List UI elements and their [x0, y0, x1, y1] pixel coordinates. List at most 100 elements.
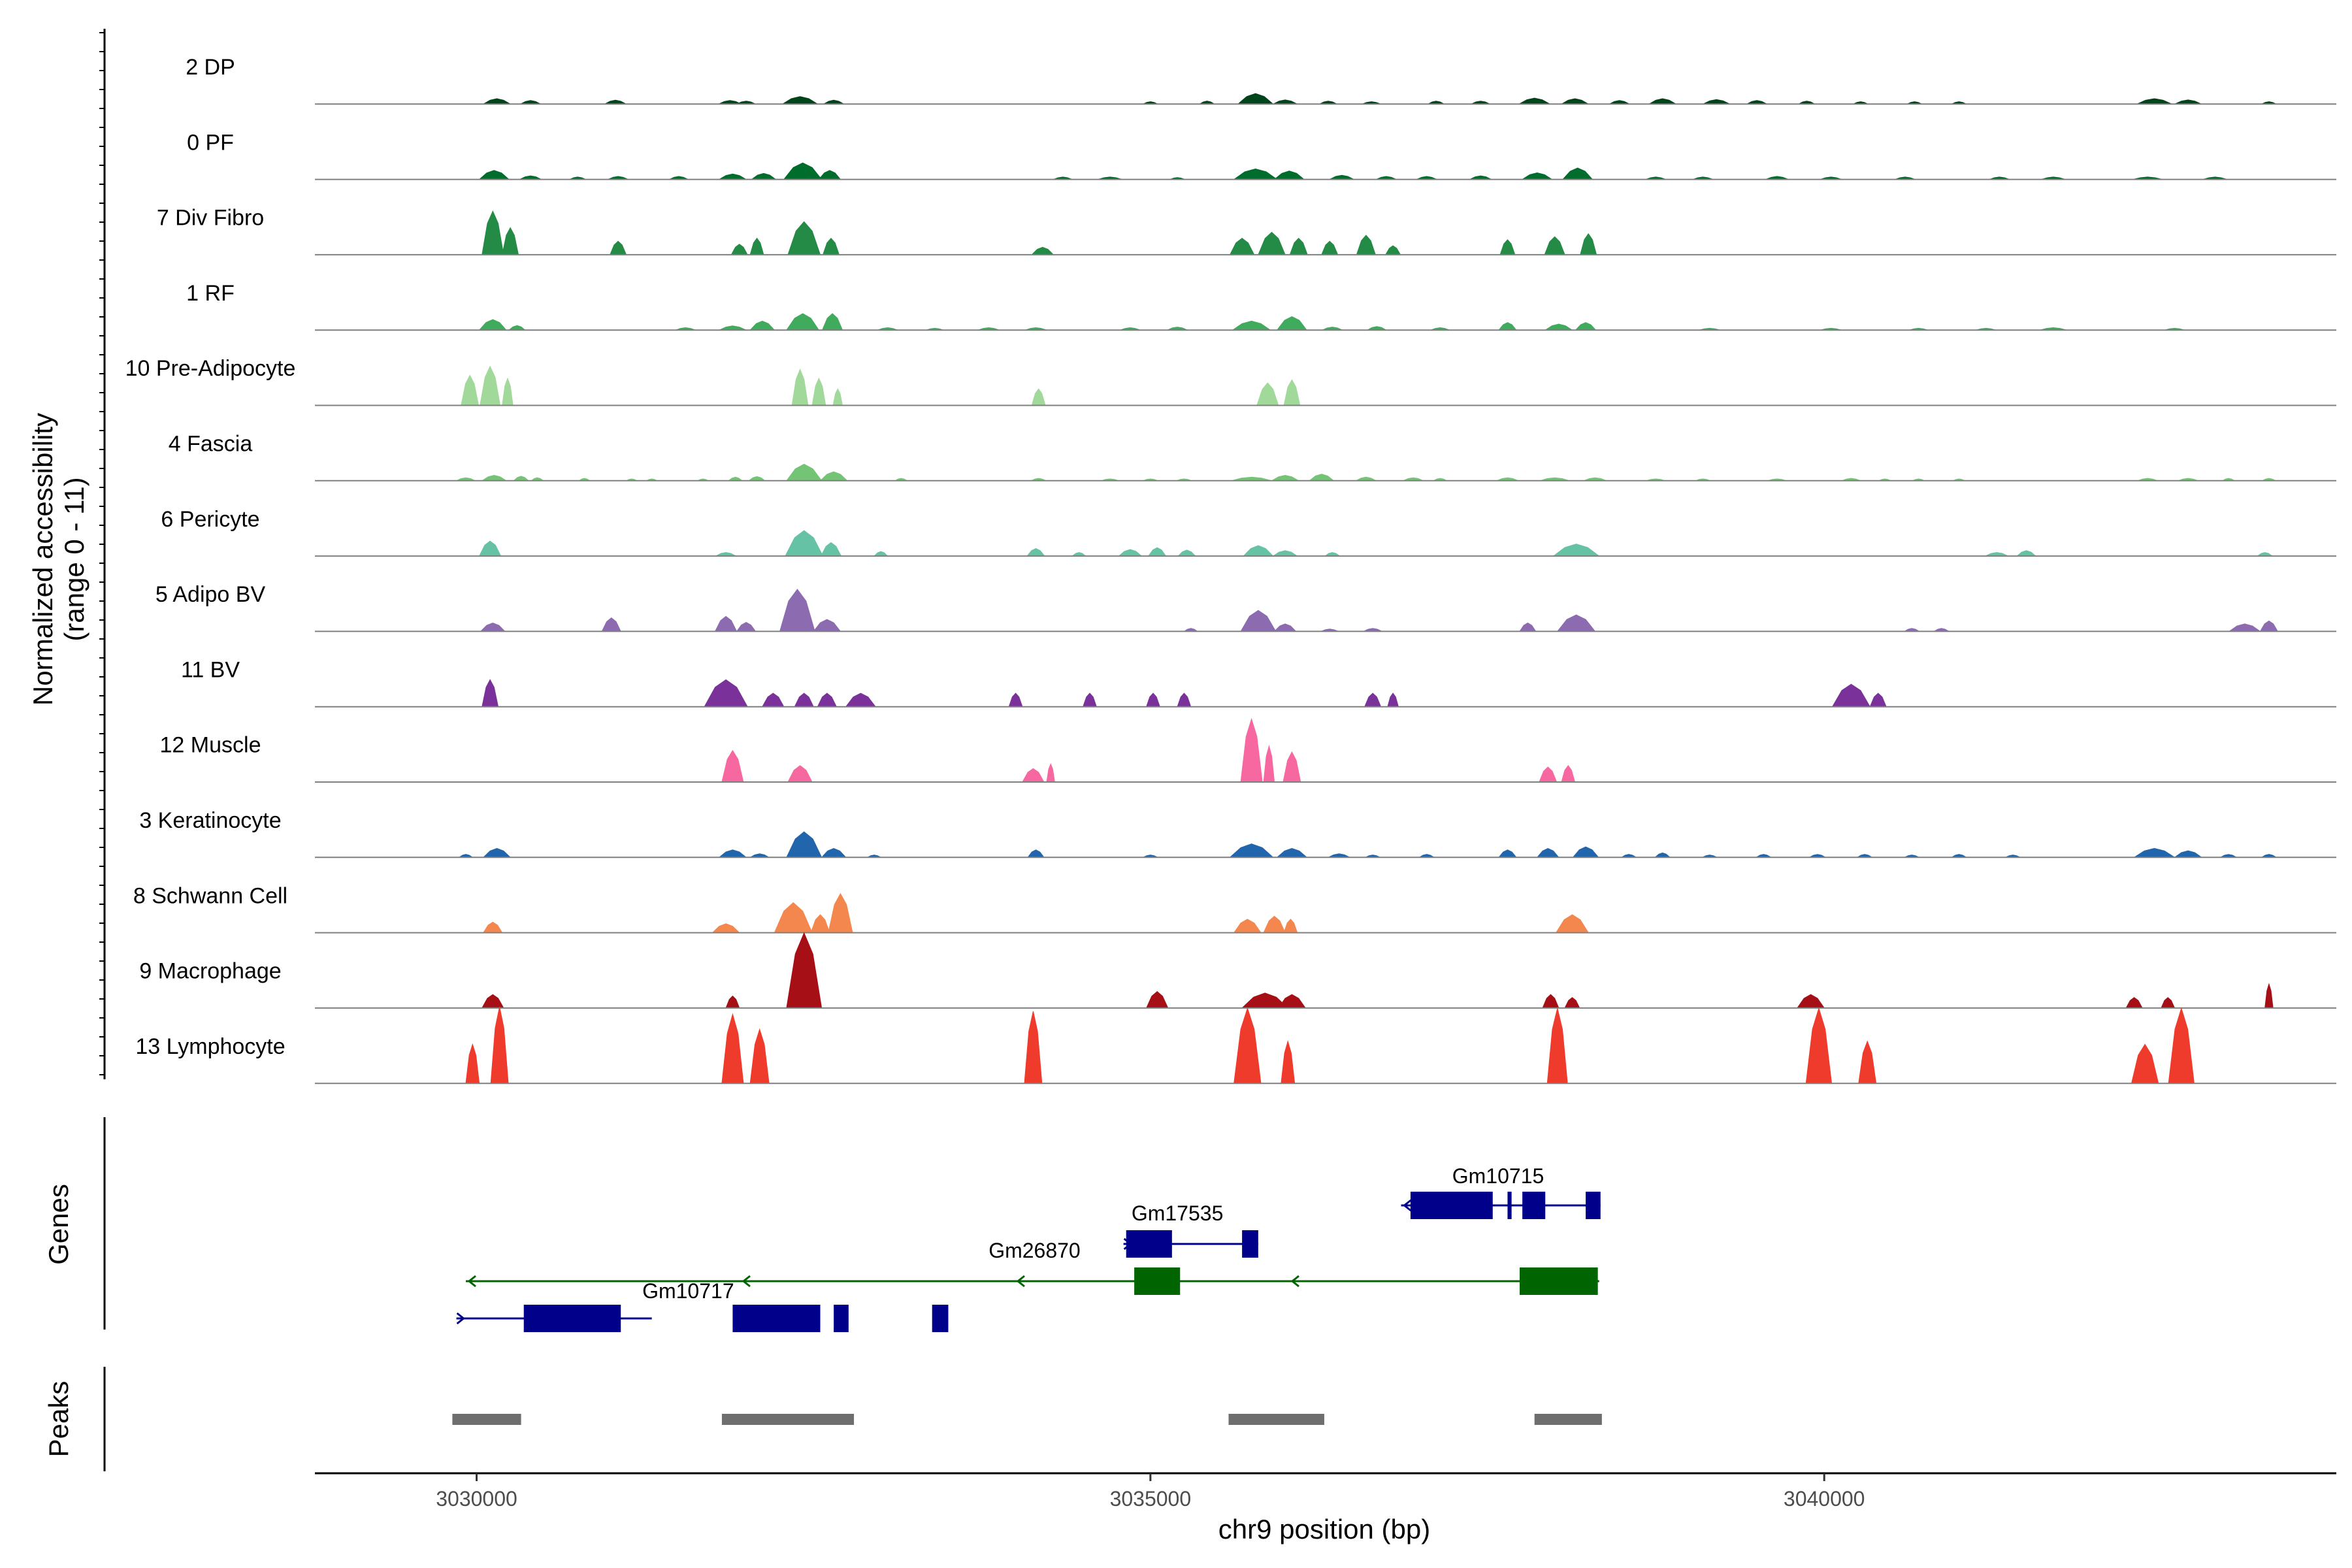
coverage-peak — [785, 530, 824, 557]
coverage-peak — [482, 679, 499, 708]
coverage-peak — [787, 221, 821, 255]
coverage-peak — [1240, 610, 1277, 632]
coverage-peak — [601, 617, 621, 632]
coverage-peak — [1233, 919, 1262, 934]
y-axis-title-line2: (range 0 - 11) — [59, 477, 90, 641]
track-label: 3 Keratinocyte — [139, 808, 281, 833]
exon — [834, 1305, 849, 1332]
gene-label: Gm26870 — [988, 1239, 1081, 1262]
coverage-peak — [1282, 751, 1301, 783]
coverage-peak — [811, 377, 826, 406]
gene-gm10715: Gm10715 — [1401, 1164, 1601, 1219]
coverage-peak — [465, 1043, 480, 1084]
coverage-peak — [821, 847, 847, 858]
coverage-peak — [1546, 1008, 1568, 1084]
coverage-peak — [1118, 549, 1143, 557]
coverage-peak — [774, 902, 813, 934]
exon — [1242, 1230, 1258, 1258]
strand-arrow — [456, 1312, 465, 1325]
gene-gm26870: Gm26870 — [466, 1239, 1599, 1295]
strand-arrow — [742, 1275, 751, 1288]
exon — [1586, 1192, 1601, 1219]
coverage-peak — [749, 1028, 770, 1084]
coverage-peak — [783, 162, 823, 180]
coverage-peak — [817, 693, 838, 708]
coverage-peak — [1544, 236, 1565, 255]
track-9: 11 BV — [181, 657, 2336, 708]
coverage-peak — [1147, 547, 1167, 557]
track-label: 2 DP — [186, 55, 235, 80]
x-axis-ticks: 3030000 3035000 3040000 — [436, 1473, 1865, 1511]
coverage-peak — [787, 765, 813, 783]
genes-axis-title: Genes — [43, 1184, 74, 1265]
coverage-peak — [2161, 997, 2176, 1009]
coverage-peak — [1232, 320, 1272, 331]
gene-label: Gm10715 — [1452, 1164, 1544, 1188]
exon — [732, 1305, 821, 1332]
coverage-peak — [736, 622, 757, 632]
coverage-peak — [1384, 245, 1401, 255]
coverage-peak — [2228, 623, 2262, 632]
coverage-peak — [721, 749, 744, 783]
track-label: 13 Lymphocyte — [135, 1034, 285, 1059]
coverage-peak — [786, 831, 823, 858]
coverage-peak — [1146, 693, 1161, 708]
coverage-peak — [721, 1013, 744, 1084]
exon — [1522, 1192, 1546, 1219]
x-tick-label: 3035000 — [1110, 1487, 1192, 1511]
coverage-tracks: 2 DP 0 PF 7 Div Fibro 1 RF 10 Pre-Adipocyte 4… — [125, 55, 2336, 1085]
coverage-peak — [2125, 997, 2143, 1009]
coverage-peak — [1536, 847, 1560, 858]
strand-arrow — [467, 1275, 476, 1288]
coverage-peak — [461, 374, 480, 406]
track-2: 0 PF — [187, 130, 2336, 180]
exon — [1126, 1230, 1172, 1258]
track-7: 6 Pericyte — [161, 507, 2336, 557]
coverage-peak — [1031, 388, 1046, 406]
coverage-peak — [749, 237, 764, 255]
coverage-peak — [1869, 693, 1887, 708]
coverage-peak — [786, 932, 823, 1009]
coverage-peak — [1237, 93, 1274, 105]
coverage-peak — [828, 892, 853, 934]
coverage-peak — [1031, 246, 1054, 255]
coverage-peak — [2136, 98, 2172, 105]
coverage-peak — [1564, 997, 1580, 1009]
coverage-peak — [1270, 474, 1300, 482]
peak-region — [452, 1414, 521, 1425]
coverage-peak — [1805, 1007, 1833, 1084]
track-label: 11 BV — [181, 657, 240, 682]
track-6: 4 Fascia — [169, 432, 2336, 482]
coverage-peak — [2264, 983, 2274, 1009]
coverage-peak — [810, 914, 830, 934]
coverage-peak — [1082, 693, 1097, 708]
coverage-peak — [1580, 233, 1597, 255]
coverage-peak — [1229, 843, 1274, 858]
coverage-peak — [821, 313, 843, 331]
coverage-peak — [761, 693, 785, 708]
track-label: 7 Div Fibro — [157, 206, 264, 231]
coverage-peak — [1177, 549, 1197, 557]
coverage-peak — [1281, 1039, 1296, 1084]
coverage-peak — [794, 693, 814, 708]
gene-track: Gm10717 Gm26870 Gm17535 Gm10715 — [456, 1164, 1601, 1332]
peak-region — [1228, 1414, 1324, 1425]
coverage-peak — [813, 619, 841, 632]
coverage-peak — [478, 170, 510, 180]
coverage-peak — [502, 377, 514, 406]
coverage-peak — [1026, 548, 1045, 557]
coverage-peak — [1552, 544, 1601, 557]
coverage-peak — [1243, 545, 1274, 557]
x-axis-title: chr9 position (bp) — [1218, 1514, 1431, 1544]
track-label: 9 Macrophage — [139, 959, 281, 984]
coverage-peak — [1560, 98, 1590, 105]
strand-arrow — [1403, 1199, 1412, 1212]
coverage-peak — [481, 994, 504, 1009]
coverage-peak — [1277, 994, 1307, 1009]
coverage-peak — [1229, 237, 1255, 255]
coverage-peak — [1356, 235, 1376, 255]
coverage-peak — [750, 172, 777, 180]
peaks-axis-title: Peaks — [43, 1381, 74, 1458]
coverage-peak — [1024, 1011, 1043, 1084]
coverage-peak — [1703, 99, 1731, 105]
